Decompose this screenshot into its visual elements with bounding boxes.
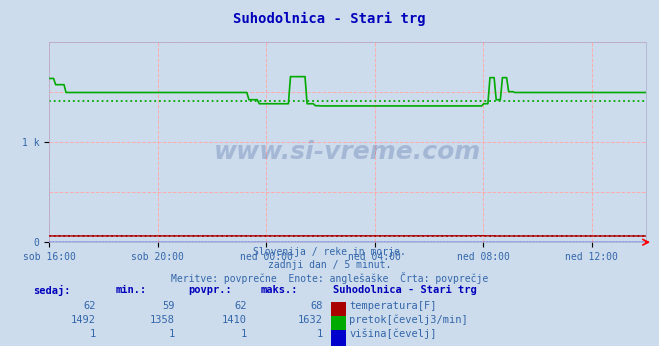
Text: Suhodolnica - Stari trg: Suhodolnica - Stari trg	[233, 12, 426, 26]
Text: sedaj:: sedaj:	[33, 285, 71, 297]
Text: 62: 62	[235, 301, 247, 311]
Text: maks.:: maks.:	[260, 285, 298, 295]
Text: 1492: 1492	[71, 315, 96, 325]
Text: min.:: min.:	[115, 285, 146, 295]
Text: pretok[čevelj3/min]: pretok[čevelj3/min]	[349, 315, 468, 325]
Text: 1: 1	[90, 329, 96, 339]
Text: 1: 1	[169, 329, 175, 339]
Text: 68: 68	[310, 301, 323, 311]
Text: 59: 59	[162, 301, 175, 311]
Text: 1: 1	[317, 329, 323, 339]
Text: 62: 62	[83, 301, 96, 311]
Text: višina[čevelj]: višina[čevelj]	[349, 329, 437, 339]
Text: Slovenija / reke in morje.: Slovenija / reke in morje.	[253, 247, 406, 257]
Text: temperatura[F]: temperatura[F]	[349, 301, 437, 311]
Text: povpr.:: povpr.:	[188, 285, 231, 295]
Text: 1: 1	[241, 329, 247, 339]
Text: Meritve: povprečne  Enote: anglešaške  Črta: povprečje: Meritve: povprečne Enote: anglešaške Črt…	[171, 272, 488, 284]
Text: Suhodolnica - Stari trg: Suhodolnica - Stari trg	[333, 285, 476, 295]
Text: 1358: 1358	[150, 315, 175, 325]
Text: www.si-vreme.com: www.si-vreme.com	[214, 140, 481, 164]
Text: 1632: 1632	[298, 315, 323, 325]
Text: zadnji dan / 5 minut.: zadnji dan / 5 minut.	[268, 260, 391, 270]
Text: 1410: 1410	[222, 315, 247, 325]
